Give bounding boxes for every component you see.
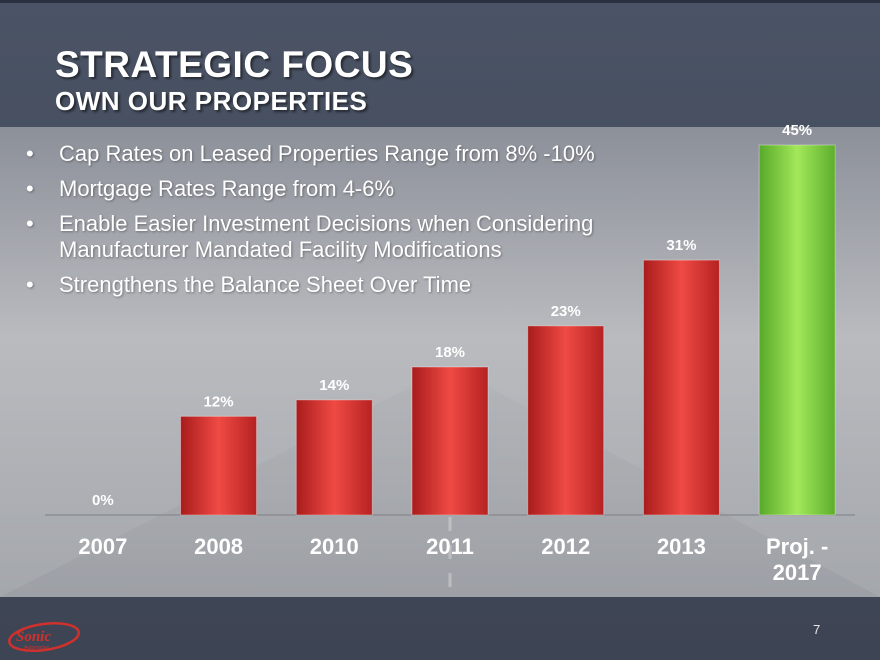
- company-logo: Sonic Automotive: [8, 621, 80, 653]
- data-label: 23%: [551, 303, 581, 320]
- bar-2008: [180, 415, 258, 516]
- bar-2012: [527, 325, 605, 516]
- x-tick-label: 2010: [310, 534, 359, 559]
- x-tick-label: Proj. -2017: [766, 534, 828, 585]
- bullet-glyph: •: [26, 211, 34, 236]
- x-tick-label: 2011: [426, 534, 474, 559]
- bullet-text: Cap Rates on Leased Properties Range fro…: [59, 141, 595, 166]
- data-label: 45%: [782, 122, 812, 139]
- page-number: 7: [813, 622, 821, 637]
- x-tick-label: 2008: [194, 534, 243, 559]
- bullet-item: • Mortgage Rates Range from 4-6%: [22, 176, 672, 202]
- data-label: 12%: [204, 393, 234, 410]
- bullet-text: Strengthens the Balance Sheet Over Time: [59, 272, 472, 297]
- bullet-glyph: •: [26, 272, 34, 297]
- top-border: [0, 0, 880, 3]
- data-label: 0%: [92, 492, 114, 509]
- bullet-item: • Cap Rates on Leased Properties Range fr…: [22, 141, 672, 167]
- bullet-item: • Strengthens the Balance Sheet Over Time: [22, 272, 672, 298]
- bullet-text: Enable Easier Investment Decisions when …: [59, 211, 594, 262]
- bar-2010: [295, 399, 373, 516]
- data-label: 18%: [435, 344, 465, 361]
- bar-group: [180, 144, 836, 516]
- bar-proj-2017: [758, 144, 836, 516]
- bullet-item: • Enable Easier Investment Decisions when…: [22, 211, 672, 263]
- bullet-glyph: •: [26, 176, 34, 201]
- data-label-group: 0% 12% 14% 18% 23% 31% 45%: [92, 122, 812, 509]
- bar-2013: [642, 259, 720, 516]
- bar-2011: [411, 366, 489, 516]
- x-tick-label: 2013: [657, 534, 706, 559]
- bullet-text: Mortgage Rates Range from 4-6%: [59, 176, 395, 201]
- svg-text:Automotive: Automotive: [24, 645, 49, 651]
- x-tick-label: 2007: [78, 534, 127, 559]
- svg-text:Sonic: Sonic: [16, 629, 51, 645]
- bullet-list: • Cap Rates on Leased Properties Range fr…: [22, 141, 672, 307]
- data-label: 31%: [666, 237, 696, 254]
- slide-subtitle: OWN OUR PROPERTIES: [55, 86, 368, 116]
- bullet-glyph: •: [26, 141, 34, 166]
- data-label: 14%: [319, 377, 349, 394]
- slide-title: STRATEGIC FOCUS: [55, 44, 414, 85]
- x-tick-label: 2012: [541, 534, 590, 559]
- x-tick-label-group: 2007 2008 2010 2011 2012 2013 Proj. -2017: [78, 534, 828, 585]
